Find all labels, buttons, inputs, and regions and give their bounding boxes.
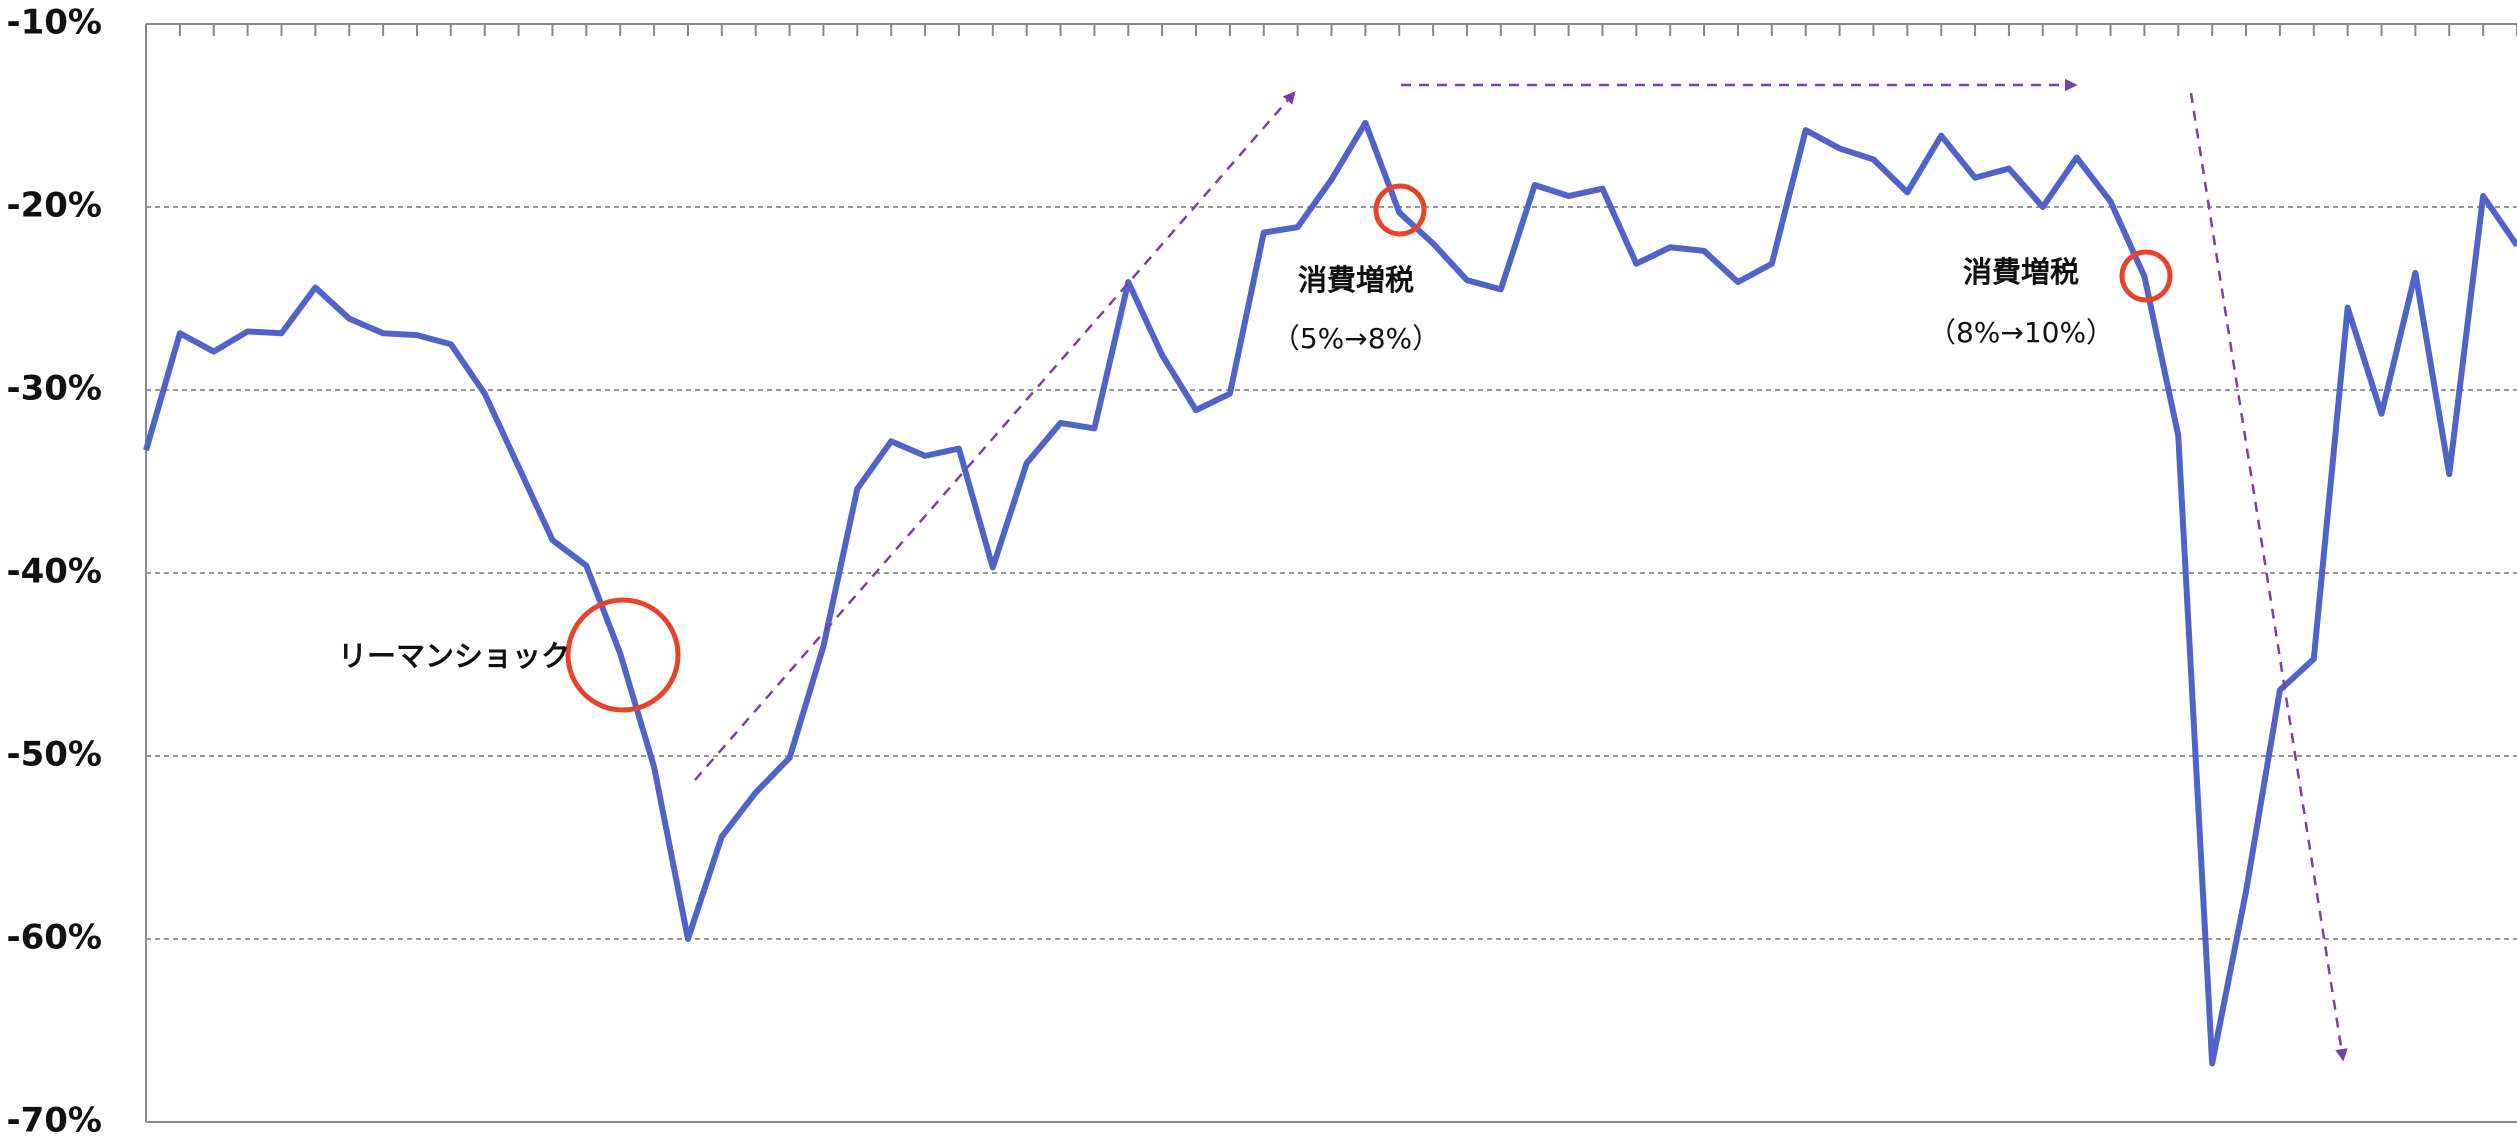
highlight-circle [565, 597, 681, 713]
trend-arrow [694, 91, 1296, 781]
highlight-circle [2119, 249, 2173, 303]
y-tick-label: -30% [7, 369, 103, 409]
y-tick-label: -40% [7, 552, 103, 592]
annotation: 消費増税 [1298, 263, 1414, 297]
y-tick-label: -50% [7, 735, 103, 775]
annotation: 消費増税 [1963, 255, 2079, 289]
highlight-circle [1373, 183, 1427, 237]
y-tick-label: -10% [7, 3, 103, 43]
y-tick-label: -60% [7, 918, 103, 958]
y-tick-label: -70% [7, 1101, 103, 1141]
y-tick-label: -20% [7, 186, 103, 226]
data-line [143, 119, 2517, 1067]
trend-arrow [2189, 92, 2348, 1062]
annotation: （5%→8%） [1272, 322, 1440, 355]
annotation: （8%→10%） [1928, 316, 2114, 349]
annotation: リーマンショック [338, 639, 570, 673]
